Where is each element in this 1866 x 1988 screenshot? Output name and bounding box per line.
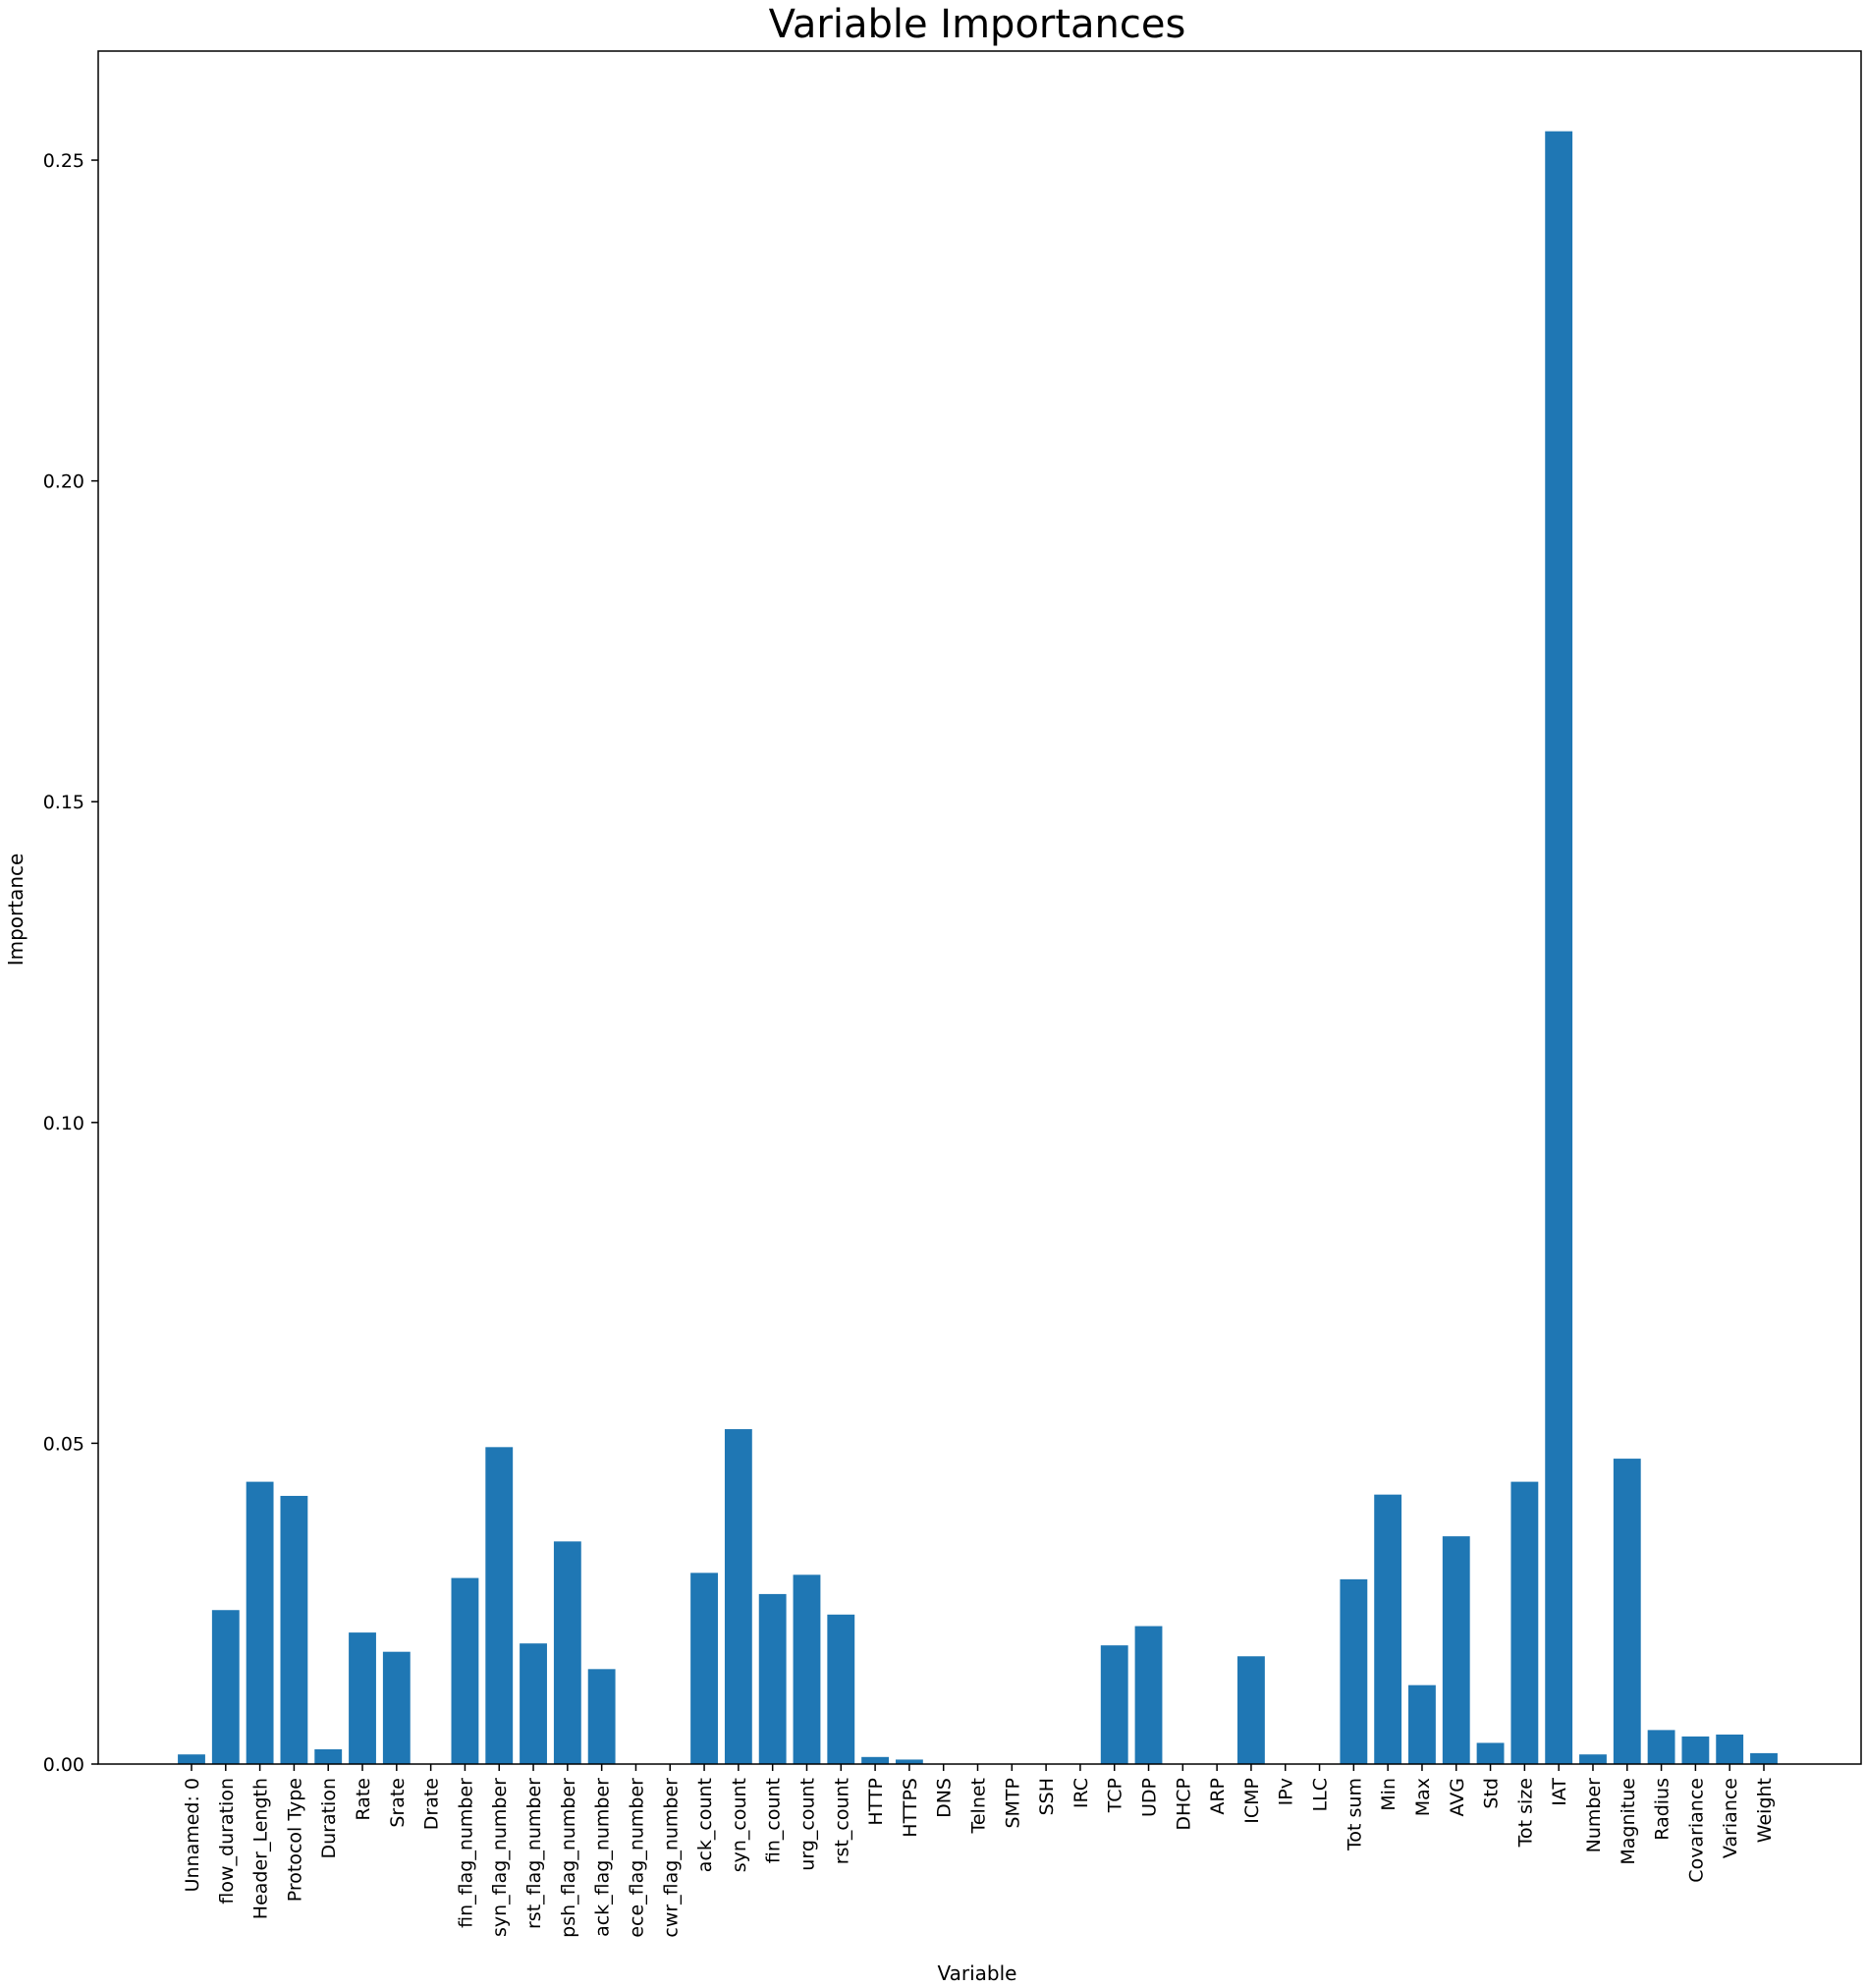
x-tick-label-44: Covariance — [1685, 1778, 1707, 1883]
y-tick-label-3: 0.15 — [43, 792, 84, 813]
x-tick-label-21: HTTPS — [900, 1778, 921, 1838]
bar-42 — [1613, 1459, 1641, 1764]
x-tick-label-2: Header_Length — [250, 1778, 272, 1919]
y-tick-label-2: 0.10 — [43, 1113, 84, 1134]
x-tick-label-37: AVG — [1447, 1778, 1468, 1817]
bar-4 — [314, 1748, 343, 1764]
y-axis: 0.00 0.05 0.10 0.15 0.20 0.25 — [43, 150, 98, 1776]
bar-10 — [520, 1643, 547, 1764]
x-tick-label-27: TCP — [1105, 1778, 1126, 1813]
x-tick-label-5: Rate — [353, 1778, 374, 1821]
x-tick-label-43: Radius — [1652, 1778, 1674, 1841]
x-tick-label-26: IRC — [1070, 1778, 1092, 1808]
bar-6 — [382, 1651, 411, 1764]
x-tick-label-38: Std — [1481, 1778, 1503, 1809]
bar-2 — [246, 1481, 274, 1764]
bar-11 — [553, 1541, 581, 1764]
x-tick-label-18: urg_count — [796, 1778, 818, 1871]
plot-area-frame — [97, 50, 1862, 1765]
bar-46 — [1750, 1752, 1778, 1764]
x-tick-label-14: cwr_flag_number — [660, 1778, 682, 1938]
x-tick-label-33: LLC — [1310, 1778, 1332, 1811]
x-tick-label-24: SMTP — [1002, 1778, 1023, 1829]
bar-3 — [280, 1495, 308, 1764]
x-tick-label-39: Tot size — [1514, 1778, 1536, 1848]
y-axis-label: Importance — [4, 854, 27, 966]
x-axis: Unnamed: 0 flow_duration Header_Length Prot… — [182, 1764, 1776, 1938]
bar-27 — [1100, 1645, 1128, 1764]
bar-31 — [1237, 1656, 1265, 1764]
bar-41 — [1579, 1754, 1607, 1764]
x-tick-label-17: fin_count — [763, 1778, 785, 1863]
bar-45 — [1716, 1734, 1744, 1764]
bar-34 — [1340, 1578, 1368, 1764]
bar-36 — [1408, 1684, 1436, 1764]
bar-20 — [861, 1756, 890, 1764]
y-tick-label-1: 0.05 — [43, 1433, 84, 1455]
bar-17 — [758, 1593, 787, 1764]
x-tick-label-20: HTTP — [865, 1778, 887, 1826]
x-tick-label-9: syn_flag_number — [489, 1778, 511, 1937]
x-axis-label: Variable — [938, 1961, 1017, 1985]
y-tick-label-0: 0.00 — [43, 1754, 84, 1776]
x-tick-label-25: SSH — [1036, 1778, 1058, 1815]
chart-title: Variable Importances — [769, 2, 1186, 47]
bar-9 — [485, 1447, 514, 1764]
bar-12 — [587, 1669, 616, 1764]
x-tick-label-13: ece_flag_number — [626, 1778, 647, 1938]
bar-38 — [1476, 1742, 1505, 1764]
x-tick-label-12: ack_flag_number — [592, 1778, 614, 1937]
bar-37 — [1442, 1536, 1470, 1764]
x-tick-label-29: DHCP — [1173, 1778, 1194, 1831]
bar-43 — [1647, 1730, 1675, 1764]
x-tick-label-40: IAT — [1549, 1778, 1570, 1806]
y-tick-label-4: 0.20 — [43, 471, 84, 493]
x-tick-label-23: Telnet — [968, 1778, 990, 1835]
x-tick-label-31: ICMP — [1241, 1778, 1263, 1824]
bar-28 — [1134, 1626, 1163, 1764]
x-tick-label-15: ack_count — [694, 1778, 716, 1872]
x-tick-label-34: Tot sum — [1344, 1778, 1365, 1851]
bar-19 — [827, 1614, 855, 1764]
x-tick-label-45: Variance — [1720, 1778, 1741, 1858]
bar-35 — [1374, 1494, 1402, 1764]
bar-16 — [724, 1429, 752, 1764]
x-tick-label-42: Magnitue — [1618, 1778, 1639, 1865]
x-tick-label-3: Protocol Type — [284, 1778, 305, 1902]
x-tick-label-35: Min — [1378, 1778, 1400, 1811]
bar-5 — [349, 1632, 376, 1764]
bar-18 — [793, 1574, 821, 1764]
bar-1 — [211, 1610, 240, 1764]
x-tick-label-36: Max — [1412, 1778, 1434, 1816]
x-tick-label-30: ARP — [1207, 1778, 1229, 1815]
bar-8 — [451, 1577, 479, 1764]
x-tick-label-7: Drate — [421, 1778, 443, 1830]
bars-layer — [178, 131, 1778, 1764]
bar-21 — [895, 1759, 923, 1764]
bar-39 — [1510, 1481, 1539, 1764]
x-tick-label-19: rst_count — [831, 1778, 852, 1864]
x-tick-label-46: Weight — [1754, 1778, 1776, 1843]
x-tick-label-41: Number — [1583, 1778, 1605, 1853]
x-tick-label-1: flow_duration — [216, 1778, 238, 1905]
y-tick-label-5: 0.25 — [43, 150, 84, 172]
x-tick-label-0: Unnamed: 0 — [182, 1778, 203, 1892]
x-tick-label-6: Srate — [387, 1778, 409, 1828]
x-tick-label-28: UDP — [1139, 1778, 1161, 1817]
bar-0 — [178, 1754, 205, 1764]
x-tick-label-4: Duration — [318, 1778, 340, 1859]
x-tick-label-32: IPv — [1276, 1778, 1297, 1805]
bar-15 — [690, 1573, 718, 1764]
bar-44 — [1681, 1736, 1710, 1764]
x-tick-label-10: rst_flag_number — [523, 1778, 545, 1929]
x-tick-label-11: psh_flag_number — [558, 1778, 579, 1938]
bar-40 — [1545, 131, 1573, 1764]
x-tick-label-8: fin_flag_number — [455, 1778, 476, 1928]
x-tick-label-22: DNS — [934, 1778, 956, 1818]
x-tick-label-16: syn_count — [729, 1778, 750, 1872]
